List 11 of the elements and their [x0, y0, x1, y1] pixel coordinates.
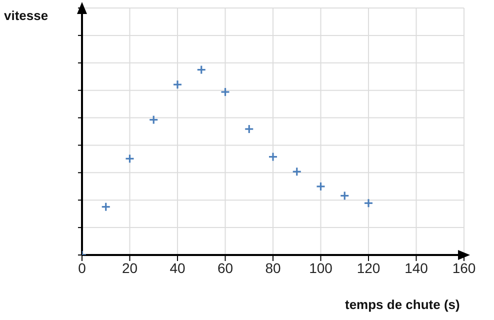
x-tick-label: 0: [78, 260, 86, 276]
x-tick-label: 120: [356, 260, 380, 276]
x-tick-label: 160: [452, 260, 476, 276]
x-axis-title: temps de chute (s): [345, 297, 460, 312]
x-tick-label: 100: [309, 260, 333, 276]
x-tick-label: 80: [265, 260, 281, 276]
x-tick-label: 60: [217, 260, 234, 276]
y-axis-title: vitesse: [4, 8, 48, 23]
x-tick-label: 40: [170, 260, 186, 276]
x-tick-label: 140: [404, 260, 428, 276]
x-tick-label: 20: [122, 260, 138, 276]
